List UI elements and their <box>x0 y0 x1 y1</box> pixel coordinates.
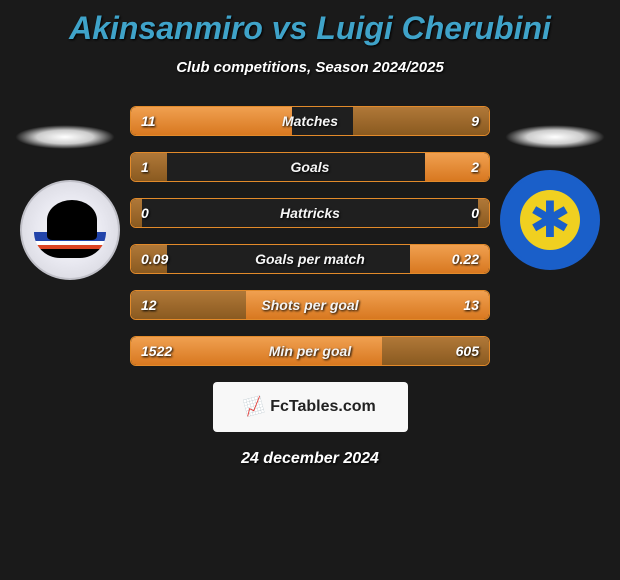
stat-value-left: 0.09 <box>141 245 168 273</box>
stat-row: Goals1 2 <box>130 152 490 182</box>
chart-icon: 📈 <box>242 395 266 419</box>
stat-value-right: 0 <box>471 199 479 227</box>
branding-badge: 📈 FcTables.com <box>213 382 408 432</box>
stat-value-left: 0 <box>141 199 149 227</box>
page-title: Akinsanmiro vs Luigi Cherubini <box>0 0 620 47</box>
stat-label: Goals per match <box>131 245 489 273</box>
stat-value-left: 1 <box>141 153 149 181</box>
spotlight-left <box>15 125 115 149</box>
stat-value-right: 13 <box>463 291 479 319</box>
stat-row: Min per goal1522 605 <box>130 336 490 366</box>
stat-label: Hattricks <box>131 199 489 227</box>
stat-value-right: 0.22 <box>452 245 479 273</box>
stat-label: Goals <box>131 153 489 181</box>
stat-value-right: 2 <box>471 153 479 181</box>
stat-label: Min per goal <box>131 337 489 365</box>
stat-value-left: 12 <box>141 291 157 319</box>
stat-row: Goals per match0.09 0.22 <box>130 244 490 274</box>
carrarese-crest <box>500 170 600 270</box>
date-label: 24 december 2024 <box>0 450 620 468</box>
spotlight-right <box>505 125 605 149</box>
subtitle: Club competitions, Season 2024/2025 <box>0 59 620 76</box>
stats-container: Matches119Goals12Hattricks00Goals per ma… <box>130 106 490 366</box>
stat-value-right: 9 <box>471 107 479 135</box>
branding-text: FcTables.com <box>270 398 376 416</box>
stat-value-left: 11 <box>141 107 156 135</box>
club-logo-right <box>500 170 600 270</box>
stat-row: Hattricks0 0 <box>130 198 490 228</box>
stat-label: Shots per goal <box>131 291 489 319</box>
stat-value-right: 605 <box>456 337 479 365</box>
stat-row: Shots per goal12 13 <box>130 290 490 320</box>
sampdoria-crest <box>20 180 120 280</box>
club-logo-left <box>20 180 120 280</box>
stat-label: Matches <box>131 107 489 135</box>
stat-value-left: 1522 <box>141 337 172 365</box>
stat-row: Matches11 9 <box>130 106 490 136</box>
